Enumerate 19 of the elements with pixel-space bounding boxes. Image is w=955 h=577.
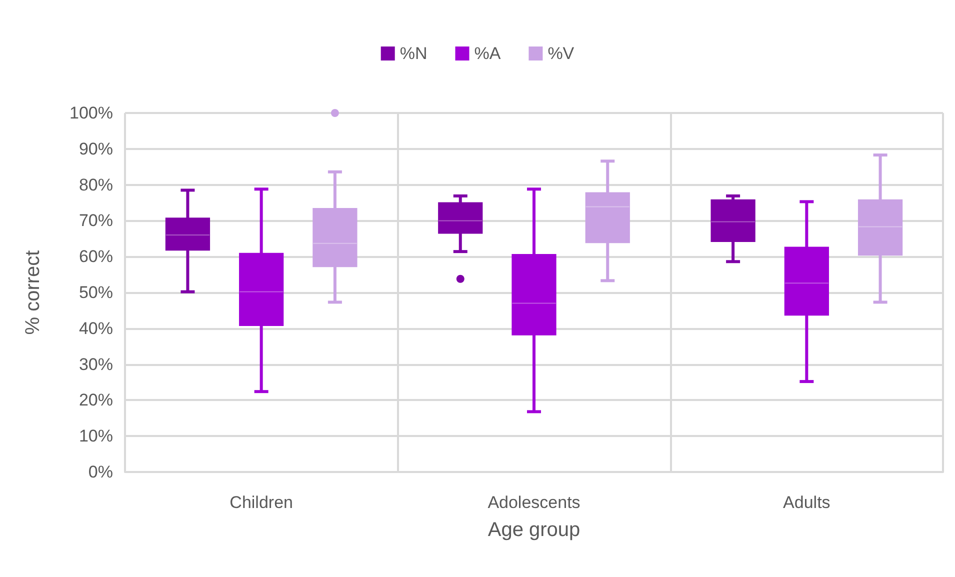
y-tick-label: 10%: [78, 426, 113, 446]
y-tick-label: 30%: [78, 354, 113, 374]
x-tick-label: Adolescents: [488, 493, 580, 512]
legend-label: %N: [400, 44, 428, 63]
y-tick-label: 70%: [78, 211, 113, 230]
y-tick-label: 20%: [78, 390, 113, 410]
y-tick-label: 90%: [78, 139, 113, 158]
y-tick-label: 0%: [88, 462, 113, 482]
y-tick-label: 100%: [70, 104, 113, 122]
y-tick-label: 50%: [78, 283, 113, 302]
y-tick-label: 40%: [78, 318, 113, 338]
legend-label: %V: [548, 44, 575, 63]
y-axis-title: % correct: [22, 250, 44, 335]
legend-label: %A: [474, 44, 502, 63]
x-tick-label: Adults: [783, 493, 830, 512]
y-tick-label: 80%: [78, 175, 113, 194]
x-axis-title: Age group: [488, 519, 580, 541]
x-tick-label: Children: [230, 493, 293, 512]
y-tick-label: 60%: [78, 247, 113, 266]
